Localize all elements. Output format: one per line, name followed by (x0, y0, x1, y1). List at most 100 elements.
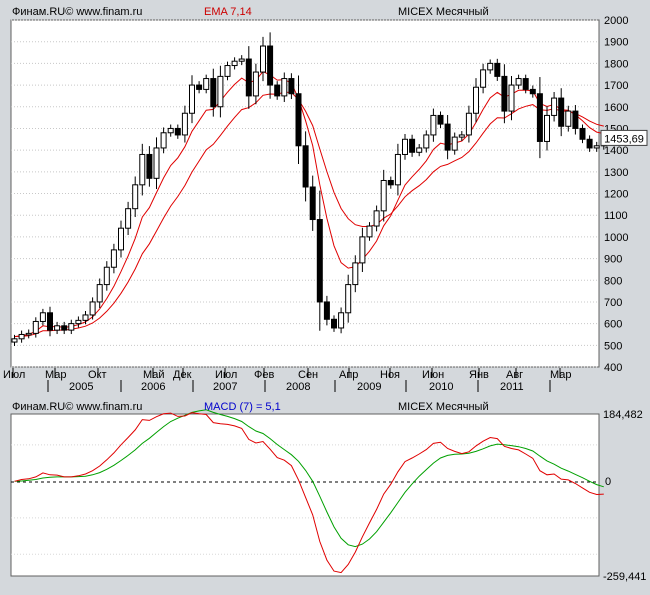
candle-body (409, 138, 416, 153)
candle (387, 176, 394, 189)
candle-body (75, 319, 82, 325)
candle (103, 261, 110, 291)
candle-body (39, 312, 46, 322)
candle (181, 105, 188, 143)
macd-source-label: Финам.RU© www.finam.ru (12, 401, 142, 413)
candle-body (345, 284, 352, 314)
candle (167, 124, 174, 137)
candle (572, 105, 579, 135)
candle-body (359, 236, 366, 264)
candle (430, 108, 437, 142)
macd-signal-line (14, 409, 604, 548)
candle-body (89, 301, 96, 316)
candle-body (437, 114, 444, 125)
candle-body (125, 208, 132, 229)
price-instrument-label: MICEX Месячный (398, 6, 489, 18)
candle-body (529, 88, 536, 95)
candle (89, 297, 96, 320)
candle-body (331, 318, 337, 329)
price-tick-label: 1200 (604, 189, 628, 201)
candle (96, 278, 103, 309)
candle-body (380, 179, 387, 212)
candle (565, 105, 572, 132)
macd-instrument-label: MICEX Месячный (398, 401, 489, 413)
last-price-badge: 1453,69 (600, 129, 648, 146)
year-tick-label: 2011 (500, 381, 524, 393)
candle (139, 143, 146, 196)
candle (18, 330, 25, 343)
candle (125, 201, 132, 236)
candle (217, 65, 224, 118)
candle-body (544, 114, 550, 142)
month-tick-label: Дек (173, 369, 192, 381)
candle-body (522, 78, 529, 90)
candle (82, 311, 89, 325)
candle-body (565, 110, 572, 127)
candle-body (572, 110, 579, 129)
candle (465, 105, 472, 143)
candle (160, 127, 167, 154)
candle (132, 176, 139, 218)
ema-slow-layer (14, 91, 604, 338)
candle-body (593, 145, 600, 149)
candle (146, 146, 153, 187)
candle-body (352, 262, 359, 286)
candle (536, 77, 543, 159)
candle-body (110, 249, 117, 268)
candle (416, 144, 423, 157)
candle-body (558, 97, 565, 127)
candle-body (281, 78, 288, 97)
candle (345, 274, 352, 323)
candle (494, 58, 501, 81)
candle (210, 68, 217, 117)
candle-body (11, 338, 18, 343)
candle (508, 75, 515, 121)
month-tick-label: Мар (45, 369, 67, 381)
candle (593, 141, 600, 152)
candle (274, 81, 281, 100)
month-tick-label: Мар (550, 369, 572, 381)
candle-body (473, 86, 479, 114)
candle (366, 222, 373, 241)
candle (224, 61, 231, 81)
price-tick-label: 700 (604, 297, 622, 309)
candle-body (167, 127, 174, 134)
last-price-value: 1453,69 (604, 133, 644, 145)
month-tick-label: Июл (215, 369, 237, 381)
candle (352, 255, 359, 293)
candle (39, 308, 46, 326)
candle-body (54, 325, 61, 331)
macd-y-top-label: 184,482 (603, 409, 643, 421)
candle-body (309, 186, 316, 221)
candle (245, 46, 252, 109)
candle (394, 143, 401, 196)
candle-body (103, 266, 110, 286)
year-tick-label: 2008 (286, 381, 310, 393)
candle-body (96, 284, 103, 303)
candle (316, 190, 323, 331)
price-tick-label: 1100 (604, 210, 628, 222)
candle-body (338, 312, 345, 329)
candles-layer (11, 32, 607, 346)
candle-body (458, 134, 465, 138)
candle (295, 75, 302, 165)
candle-body (267, 45, 274, 86)
candle-body (139, 153, 146, 186)
candle (444, 114, 451, 160)
candle-body (480, 69, 487, 88)
candle (522, 74, 529, 94)
candle-body (451, 136, 458, 151)
year-tick-label: 2010 (429, 381, 453, 393)
candle-body (444, 123, 451, 151)
candle-body (196, 84, 203, 90)
candle (32, 317, 39, 338)
candle-body (189, 84, 195, 114)
candle-body (82, 314, 89, 321)
month-tick-label: Май (143, 369, 165, 381)
ema-slow-line (14, 91, 604, 338)
candle (11, 334, 18, 346)
month-tick-label: Авг (506, 369, 523, 381)
candle-body (515, 78, 522, 86)
price-tick-label: 1900 (604, 37, 628, 49)
candle-body (118, 227, 124, 251)
